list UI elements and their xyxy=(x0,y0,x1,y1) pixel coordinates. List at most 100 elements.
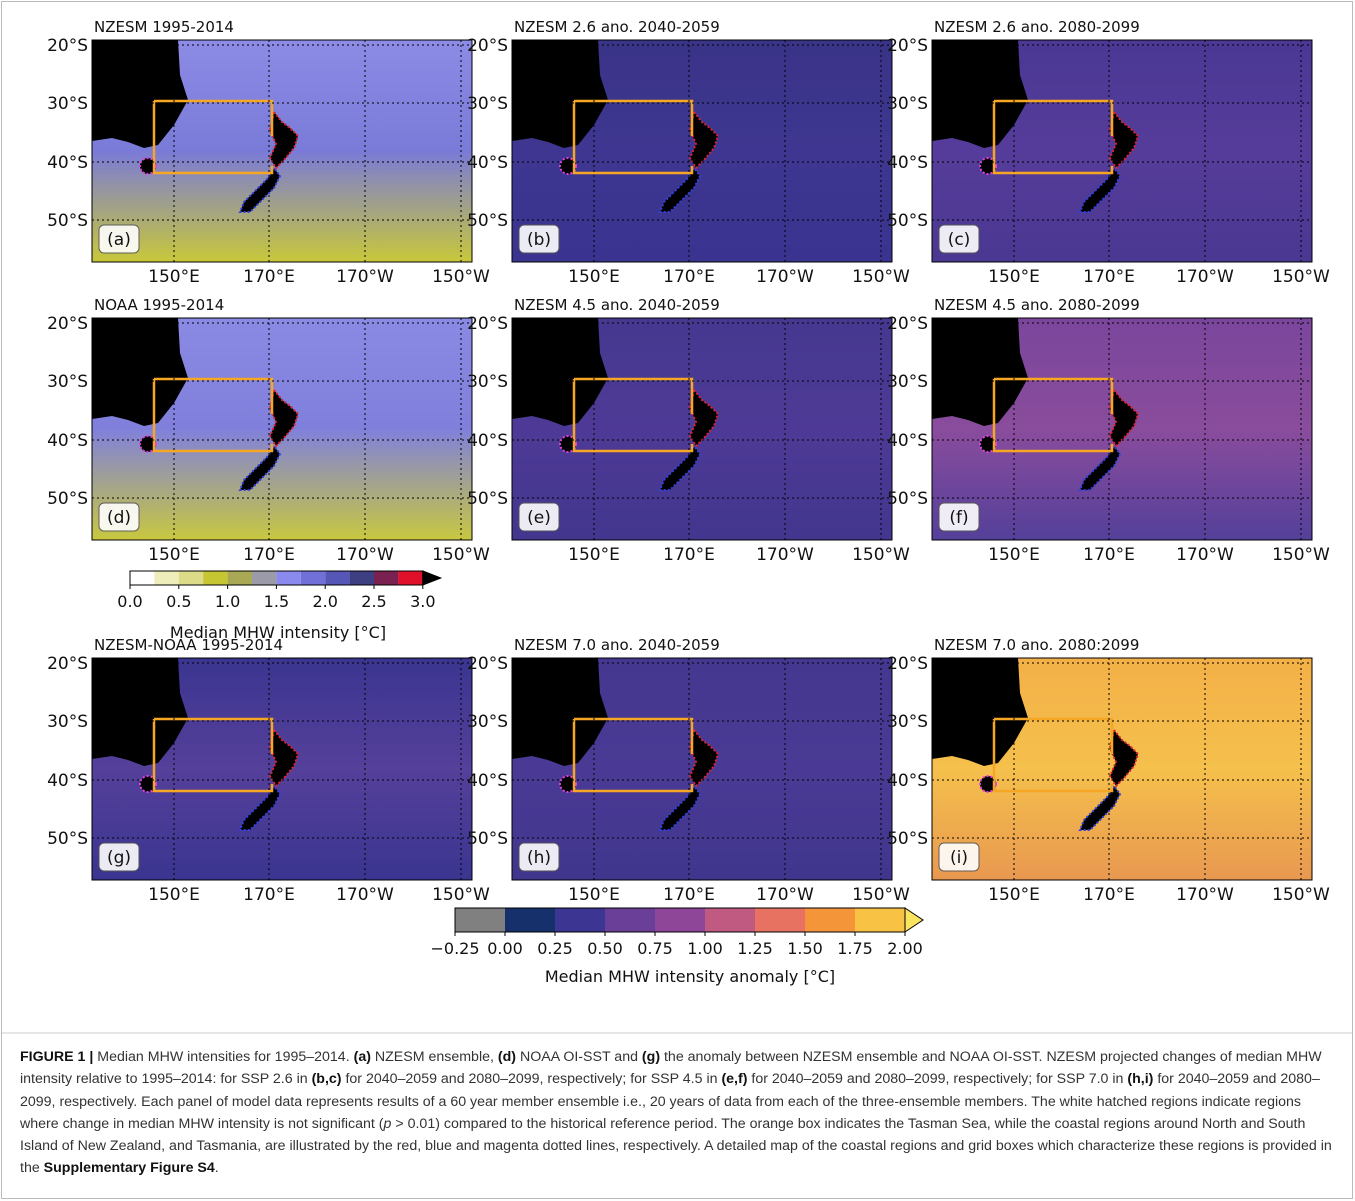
lat-label: 20°S xyxy=(887,36,928,56)
south-island xyxy=(238,784,282,831)
caption-bold: FIGURE 1 | xyxy=(20,1049,94,1065)
colorbar-tick-label: 0.75 xyxy=(637,939,673,958)
map-border xyxy=(931,39,1313,263)
lat-label: 20°S xyxy=(887,314,928,334)
lon-label: 150°W xyxy=(1272,267,1330,287)
panel-title: NZESM 4.5 ano. 2040-2059 xyxy=(514,296,720,314)
colorbar-segment xyxy=(252,571,277,585)
label-box xyxy=(518,502,560,532)
lon-label: 170°W xyxy=(756,885,814,905)
panel-label: (e) xyxy=(527,508,551,528)
map-panel: (a) NZESM 1995-2014 20°S 30°S 40°S 50°S 150°E 1… xyxy=(47,18,490,287)
lon-label: 170°E xyxy=(1083,545,1135,565)
colorbar-segment xyxy=(855,908,905,932)
lat-label: 30°S xyxy=(47,372,88,392)
lon-label: 150°E xyxy=(148,885,200,905)
caption-bold: Supplementary Figure S4 xyxy=(43,1160,215,1177)
lon-label: 170°E xyxy=(1083,885,1135,905)
caption-bold: (d) xyxy=(497,1049,517,1065)
colorbar-segment xyxy=(154,571,179,585)
north-island xyxy=(688,387,720,448)
australia xyxy=(512,40,608,148)
tasman-box xyxy=(152,717,274,793)
panel-label: (b) xyxy=(527,230,551,250)
lat-label: 20°S xyxy=(467,314,508,334)
colorbar-extend xyxy=(422,570,443,586)
map-border xyxy=(511,657,893,881)
lat-label: 40°S xyxy=(47,153,88,173)
label-box xyxy=(98,842,140,872)
lat-label: 20°S xyxy=(467,36,508,56)
caption-text: . xyxy=(214,1160,219,1177)
lat-label: 50°S xyxy=(467,489,508,509)
lon-label: 170°E xyxy=(663,267,715,287)
colorbar-tick-label: 0.50 xyxy=(587,939,623,958)
lon-label: 150°E xyxy=(988,885,1040,905)
north-island xyxy=(688,727,720,788)
lat-label: 50°S xyxy=(887,829,928,849)
colorbar-segment xyxy=(276,571,301,585)
north-island xyxy=(1108,109,1140,170)
colorbar-segment xyxy=(178,571,204,585)
map-border xyxy=(931,657,1313,881)
colorbar-tick-label: 0.5 xyxy=(166,592,191,611)
tasman-box xyxy=(992,99,1114,175)
lat-label: 40°S xyxy=(887,431,928,451)
colorbar-segment xyxy=(374,571,399,585)
tasman-box xyxy=(992,717,1114,793)
lat-label: 50°S xyxy=(887,489,928,509)
caption-bold: (g) xyxy=(641,1049,661,1065)
colorbar-label: Median MHW intensity [°C] xyxy=(170,623,386,642)
north-island xyxy=(1108,727,1140,788)
australia xyxy=(932,40,1028,148)
colorbar-segment xyxy=(805,908,855,932)
lat-label: 30°S xyxy=(47,712,88,732)
lat-label: 30°S xyxy=(887,94,928,114)
colorbar-tick-label: 1.5 xyxy=(264,592,289,611)
colorbar-extend xyxy=(904,907,924,933)
lon-label: 150°E xyxy=(988,267,1040,287)
lat-label: 20°S xyxy=(467,654,508,674)
lon-label: 170°W xyxy=(336,545,394,565)
lat-label: 20°S xyxy=(47,36,88,56)
australia xyxy=(92,40,188,148)
caption-text: NOAA OI-SST and xyxy=(516,1049,642,1065)
north-island xyxy=(1108,387,1140,448)
panel-label: (g) xyxy=(107,848,131,868)
lat-label: 30°S xyxy=(47,94,88,114)
colorbar-tick-label: 1.75 xyxy=(837,939,873,958)
colorbar-tick-label: 2.0 xyxy=(312,592,337,611)
map-border xyxy=(91,39,473,263)
lon-label: 170°W xyxy=(1176,885,1234,905)
map-border xyxy=(91,317,473,541)
north-island xyxy=(268,109,300,170)
colorbar-tick-label: 0.25 xyxy=(537,939,573,958)
caption-bold: (e,f) xyxy=(721,1071,748,1088)
lon-label: 170°E xyxy=(663,545,715,565)
lon-label: 150°E xyxy=(568,885,620,905)
colorbar-segment xyxy=(655,908,705,932)
lat-label: 40°S xyxy=(47,771,88,791)
panel-label: (d) xyxy=(107,508,131,528)
label-box xyxy=(938,224,980,254)
caption-bold: (a) xyxy=(353,1049,371,1065)
lat-label: 40°S xyxy=(467,771,508,791)
tasman-box xyxy=(152,99,274,175)
lon-label: 170°E xyxy=(1083,267,1135,287)
colorbar-tick-label: 0.00 xyxy=(487,939,523,958)
panel-title: NZESM-NOAA 1995-2014 xyxy=(94,636,283,654)
map-border xyxy=(91,657,473,881)
panel-title: NZESM 7.0 ano. 2040-2059 xyxy=(514,636,720,654)
lat-label: 50°S xyxy=(887,211,928,231)
lat-label: 30°S xyxy=(887,712,928,732)
colorbar-tick-label: 3.0 xyxy=(410,592,435,611)
colorbar-segment xyxy=(505,908,555,932)
colorbar-segment xyxy=(398,571,423,585)
lat-label: 20°S xyxy=(887,654,928,674)
lat-label: 40°S xyxy=(467,431,508,451)
tasman-box xyxy=(992,377,1114,453)
australia xyxy=(512,658,608,766)
map-panel: (c) NZESM 2.6 ano. 2080-2099 20°S 30°S 40°S 5… xyxy=(887,18,1330,287)
north-island xyxy=(268,387,300,448)
